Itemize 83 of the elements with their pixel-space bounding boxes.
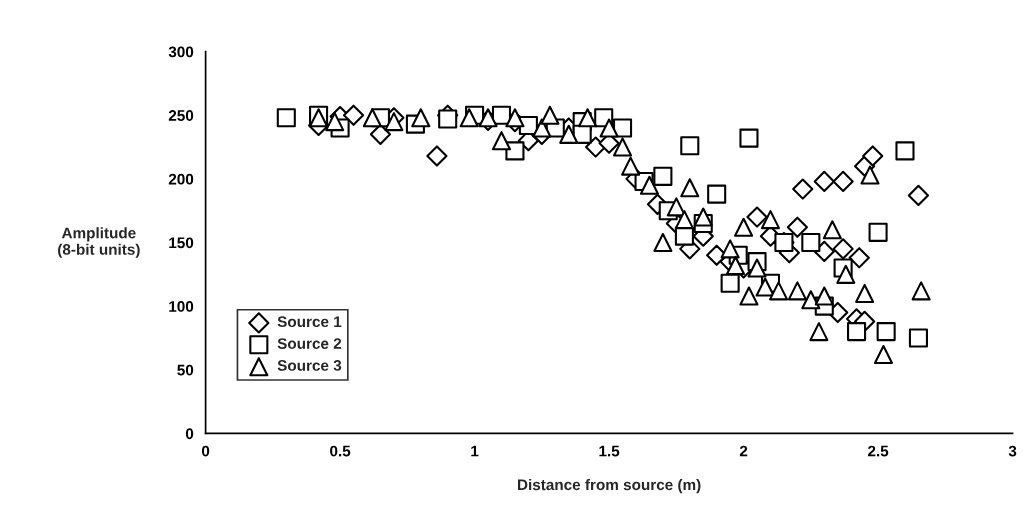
x-tick-label: 0 bbox=[201, 445, 210, 457]
y-tick-label: 100 bbox=[169, 301, 194, 312]
point bbox=[801, 232, 821, 253]
point bbox=[860, 165, 880, 185]
point bbox=[613, 137, 633, 157]
point bbox=[739, 128, 759, 148]
point bbox=[836, 264, 856, 284]
point bbox=[653, 166, 673, 186]
point bbox=[362, 108, 382, 128]
point bbox=[505, 141, 525, 161]
point bbox=[680, 136, 700, 156]
point bbox=[801, 290, 821, 310]
point bbox=[426, 145, 448, 167]
point bbox=[540, 105, 560, 125]
point bbox=[747, 258, 767, 278]
point bbox=[276, 108, 296, 128]
point bbox=[725, 255, 746, 275]
y-tick-label: 200 bbox=[168, 173, 194, 185]
point bbox=[459, 108, 479, 128]
point bbox=[674, 210, 694, 230]
point bbox=[653, 232, 673, 253]
y-tick-label: 0 bbox=[185, 428, 194, 440]
point bbox=[707, 184, 727, 204]
point bbox=[832, 170, 854, 193]
point bbox=[621, 156, 641, 176]
point bbox=[384, 112, 404, 132]
point bbox=[438, 109, 458, 129]
legend-label: Source 2 bbox=[277, 338, 342, 349]
point bbox=[848, 247, 870, 269]
point bbox=[832, 238, 854, 260]
point bbox=[559, 124, 579, 144]
x-tick-label: 1.5 bbox=[599, 445, 620, 457]
point bbox=[907, 184, 930, 207]
point bbox=[876, 322, 896, 342]
point bbox=[411, 108, 431, 128]
point bbox=[720, 239, 740, 259]
point bbox=[760, 210, 781, 230]
y-tick-label: 150 bbox=[169, 237, 194, 249]
x-tick-label: 2 bbox=[739, 445, 748, 457]
point bbox=[868, 222, 888, 242]
legend-label: Source 3 bbox=[277, 360, 342, 371]
point bbox=[739, 286, 759, 306]
point bbox=[505, 108, 525, 128]
point bbox=[746, 206, 768, 228]
point bbox=[720, 273, 740, 293]
x-tick-label: 1 bbox=[471, 445, 479, 457]
point bbox=[639, 175, 659, 195]
point bbox=[342, 104, 365, 126]
point bbox=[847, 322, 867, 342]
point bbox=[895, 141, 915, 161]
y-tick-label: 300 bbox=[168, 46, 194, 58]
point bbox=[792, 178, 814, 200]
point bbox=[809, 322, 829, 342]
point bbox=[813, 170, 835, 193]
point bbox=[855, 283, 875, 303]
point bbox=[755, 277, 775, 297]
point bbox=[814, 286, 834, 306]
point bbox=[734, 217, 754, 237]
y-tick-label: 50 bbox=[177, 364, 194, 376]
point bbox=[491, 131, 512, 151]
point bbox=[693, 207, 713, 227]
y-axis-title: Amplitude (8-bit units) bbox=[58, 227, 140, 258]
point bbox=[769, 281, 789, 301]
point bbox=[666, 197, 686, 217]
x-axis-title: Distance from source (m) bbox=[518, 478, 701, 494]
x-tick-label: 3 bbox=[1008, 445, 1017, 457]
point bbox=[787, 281, 807, 301]
point bbox=[786, 216, 808, 238]
point bbox=[873, 344, 894, 365]
point bbox=[532, 118, 552, 138]
point bbox=[599, 118, 619, 138]
point bbox=[578, 108, 598, 128]
point bbox=[908, 328, 928, 348]
y-tick-label: 250 bbox=[168, 110, 194, 121]
point bbox=[613, 118, 633, 138]
point bbox=[325, 112, 345, 132]
legend-label: Source 1 bbox=[277, 316, 342, 328]
x-tick-label: 0.5 bbox=[330, 445, 351, 457]
point bbox=[680, 178, 700, 198]
point bbox=[911, 281, 931, 301]
point bbox=[862, 145, 884, 167]
point bbox=[822, 220, 842, 240]
x-tick-label: 2.5 bbox=[868, 445, 889, 457]
